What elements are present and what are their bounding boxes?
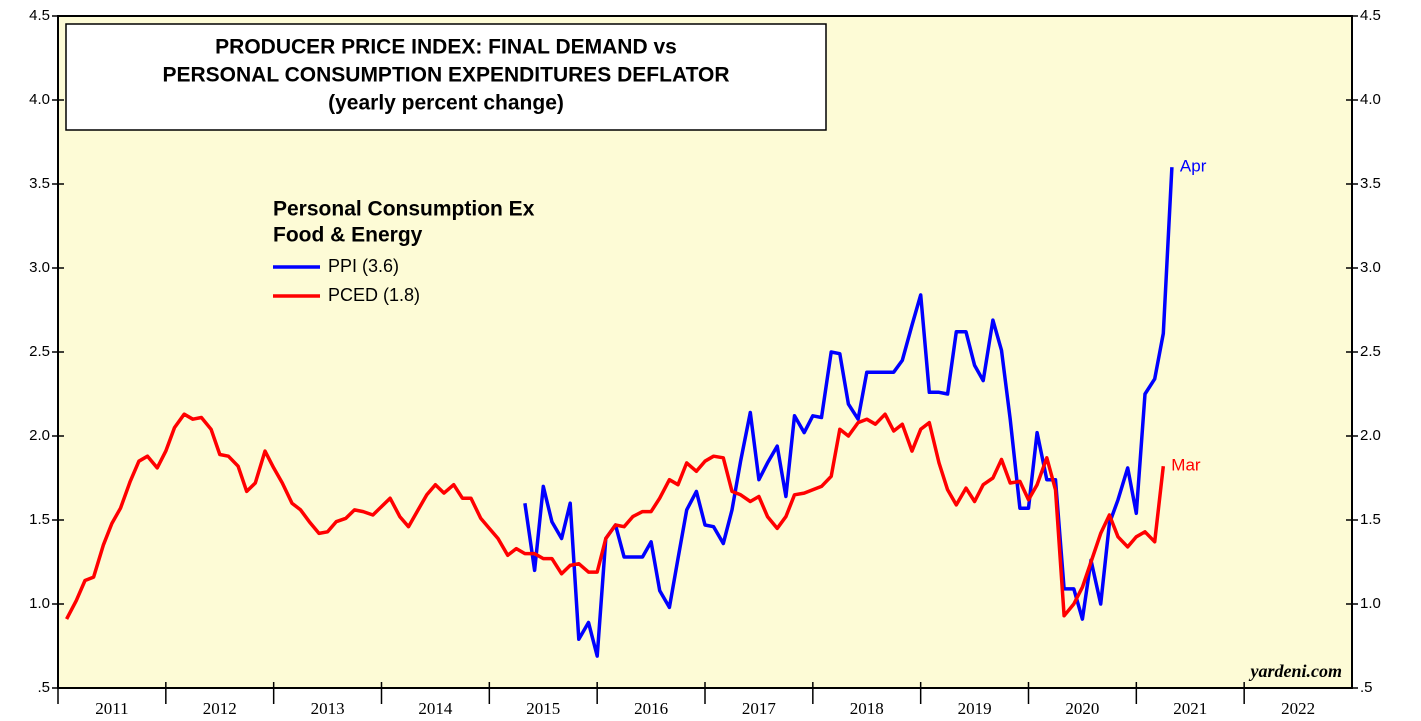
title-box xyxy=(65,23,827,131)
y-tick-label: 3.0 xyxy=(29,259,50,276)
y-tick-label: 4.0 xyxy=(29,91,50,108)
x-tick-label: 2020 xyxy=(1065,699,1099,718)
chart-title: PERSONAL CONSUMPTION EXPENDITURES DEFLAT… xyxy=(162,64,729,87)
y-tick-label: 2.5 xyxy=(29,343,50,360)
y-tick-label: 1.0 xyxy=(29,595,50,612)
x-tick-label: 2017 xyxy=(742,699,777,718)
legend-title: Food & Energy xyxy=(273,224,423,247)
y-tick-label: .5 xyxy=(37,679,50,696)
x-tick-label: 2013 xyxy=(311,699,345,718)
legend-title: Personal Consumption Ex xyxy=(273,198,535,221)
series-line xyxy=(523,167,1174,658)
legend-label: PCED (1.8) xyxy=(328,285,420,305)
x-tick-label: 2022 xyxy=(1281,699,1315,718)
x-tick-label: 2011 xyxy=(95,699,128,718)
y-tick-label: 3.5 xyxy=(29,175,50,192)
y2-tick-label: 2.5 xyxy=(1360,343,1381,360)
y2-tick-label: 1.5 xyxy=(1360,511,1381,528)
x-tick-label: 2019 xyxy=(958,699,992,718)
y2-tick-label: 3.0 xyxy=(1360,259,1381,276)
x-tick-label: 2012 xyxy=(203,699,237,718)
x-tick-label: 2015 xyxy=(526,699,560,718)
x-tick-label: 2016 xyxy=(634,699,668,718)
source: yardeni.com xyxy=(1249,661,1343,681)
chart-title: PRODUCER PRICE INDEX: FINAL DEMAND vs xyxy=(215,36,677,59)
y2-tick-label: 4.5 xyxy=(1360,7,1381,24)
legend-label: PPI (3.6) xyxy=(328,256,399,276)
y-tick-label: 4.5 xyxy=(29,7,50,24)
y2-tick-label: .5 xyxy=(1360,679,1373,696)
y2-tick-label: 2.0 xyxy=(1360,427,1381,444)
marks xyxy=(65,167,1174,658)
chart-title: (yearly percent change) xyxy=(328,92,564,115)
y-tick-label: 2.0 xyxy=(29,427,50,444)
series-line xyxy=(65,412,1166,620)
y2-tick-label: 1.0 xyxy=(1360,595,1381,612)
x-tick-label: 2018 xyxy=(850,699,884,718)
end-label: Mar xyxy=(1171,456,1201,475)
x-tick-label: 2014 xyxy=(418,699,453,718)
y2-tick-label: 4.0 xyxy=(1360,91,1381,108)
x-tick-label: 2021 xyxy=(1173,699,1207,718)
y-tick-label: 1.5 xyxy=(29,511,50,528)
y2-tick-label: 3.5 xyxy=(1360,175,1381,192)
end-label: Apr xyxy=(1180,157,1207,176)
